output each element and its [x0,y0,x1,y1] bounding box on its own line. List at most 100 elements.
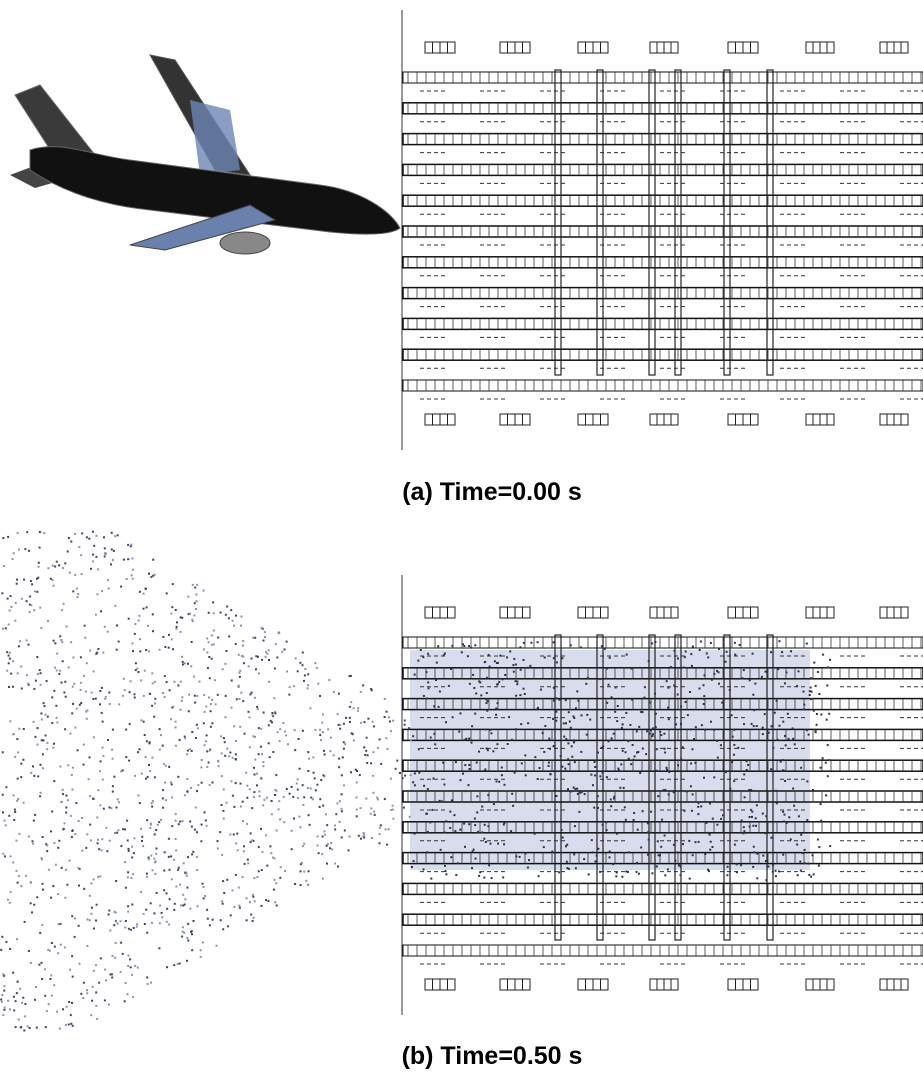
debris-particle [386,711,388,713]
debris-particle [662,789,664,791]
debris-particle [487,825,489,827]
debris-particle [448,685,450,687]
debris-particle [236,698,238,700]
debris-particle [92,531,94,533]
debris-particle [72,590,74,592]
debris-particle [498,781,500,783]
debris-particle [331,848,333,850]
debris-particle [299,768,301,770]
debris-particle [41,978,43,980]
debris-particle [161,916,163,918]
debris-particle [91,1000,93,1002]
debris-particle [751,723,753,725]
debris-particle [542,732,544,734]
debris-particle [297,797,299,799]
debris-particle [86,919,88,921]
debris-particle [360,722,362,724]
debris-particle [261,869,263,871]
debris-particle [343,748,345,750]
debris-particle [592,851,594,853]
debris-particle [673,684,675,686]
floor [403,318,923,329]
debris-particle [339,724,341,726]
debris-particle [184,794,186,796]
debris-particle [487,700,489,702]
debris-particle [695,841,697,843]
debris-particle [337,713,339,715]
debris-particle [652,733,654,735]
debris-particle [270,720,272,722]
debris-particle [86,536,88,538]
debris-particle [570,790,572,792]
debris-particle [284,649,286,651]
debris-particle [209,677,211,679]
debris-particle [196,584,198,586]
debris-particle [207,667,209,669]
debris-particle [152,613,154,615]
debris-particle [307,787,309,789]
debris-particle [150,823,152,825]
debris-particle [131,574,133,576]
debris-particle [228,635,230,637]
debris-particle [116,807,118,809]
debris-particle [762,855,764,857]
debris-particle [765,815,767,817]
debris-particle [30,580,32,582]
debris-particle [105,827,107,829]
debris-particle [449,811,451,813]
debris-particle [616,833,618,835]
debris-particle [178,867,180,869]
debris-particle [243,850,245,852]
debris-particle [192,584,194,586]
debris-particle [796,844,798,846]
debris-particle [399,772,401,774]
debris-particle [9,610,11,612]
debris-particle [254,759,256,761]
debris-particle [182,894,184,896]
debris-particle [501,767,503,769]
debris-particle [611,737,613,739]
debris-particle [690,653,692,655]
debris-particle [496,743,498,745]
debris-particle [77,749,79,751]
debris-particle [666,680,668,682]
debris-particle [291,848,293,850]
debris-particle [792,727,794,729]
debris-particle [233,906,235,908]
debris-particle [552,718,554,720]
debris-particle [74,936,76,938]
debris-particle [726,651,728,653]
debris-particle [631,668,633,670]
debris-particle [70,641,72,643]
debris-particle [146,932,148,934]
debris-particle [519,646,521,648]
debris-particle [194,587,196,589]
debris-particle [90,568,92,570]
debris-particle [76,588,78,590]
debris-particle [177,685,179,687]
debris-particle [764,713,766,715]
debris-particle [461,651,463,653]
debris-particle [408,727,410,729]
debris-particle [104,552,106,554]
debris-particle [300,870,302,872]
debris-particle [204,711,206,713]
debris-particle [629,724,631,726]
debris-particle [293,818,295,820]
debris-particle [139,802,141,804]
debris-particle [134,775,136,777]
debris-particle [295,657,297,659]
debris-particle [298,738,300,740]
debris-particle [193,614,195,616]
debris-particle [56,1011,58,1013]
debris-particle [802,852,804,854]
debris-particle [343,723,345,725]
debris-particle [83,888,85,890]
debris-particle [166,892,168,894]
debris-particle [64,822,66,824]
debris-particle [515,680,517,682]
debris-particle [289,686,291,688]
debris-particle [56,717,58,719]
debris-particle [231,707,233,709]
debris-particle [286,671,288,673]
